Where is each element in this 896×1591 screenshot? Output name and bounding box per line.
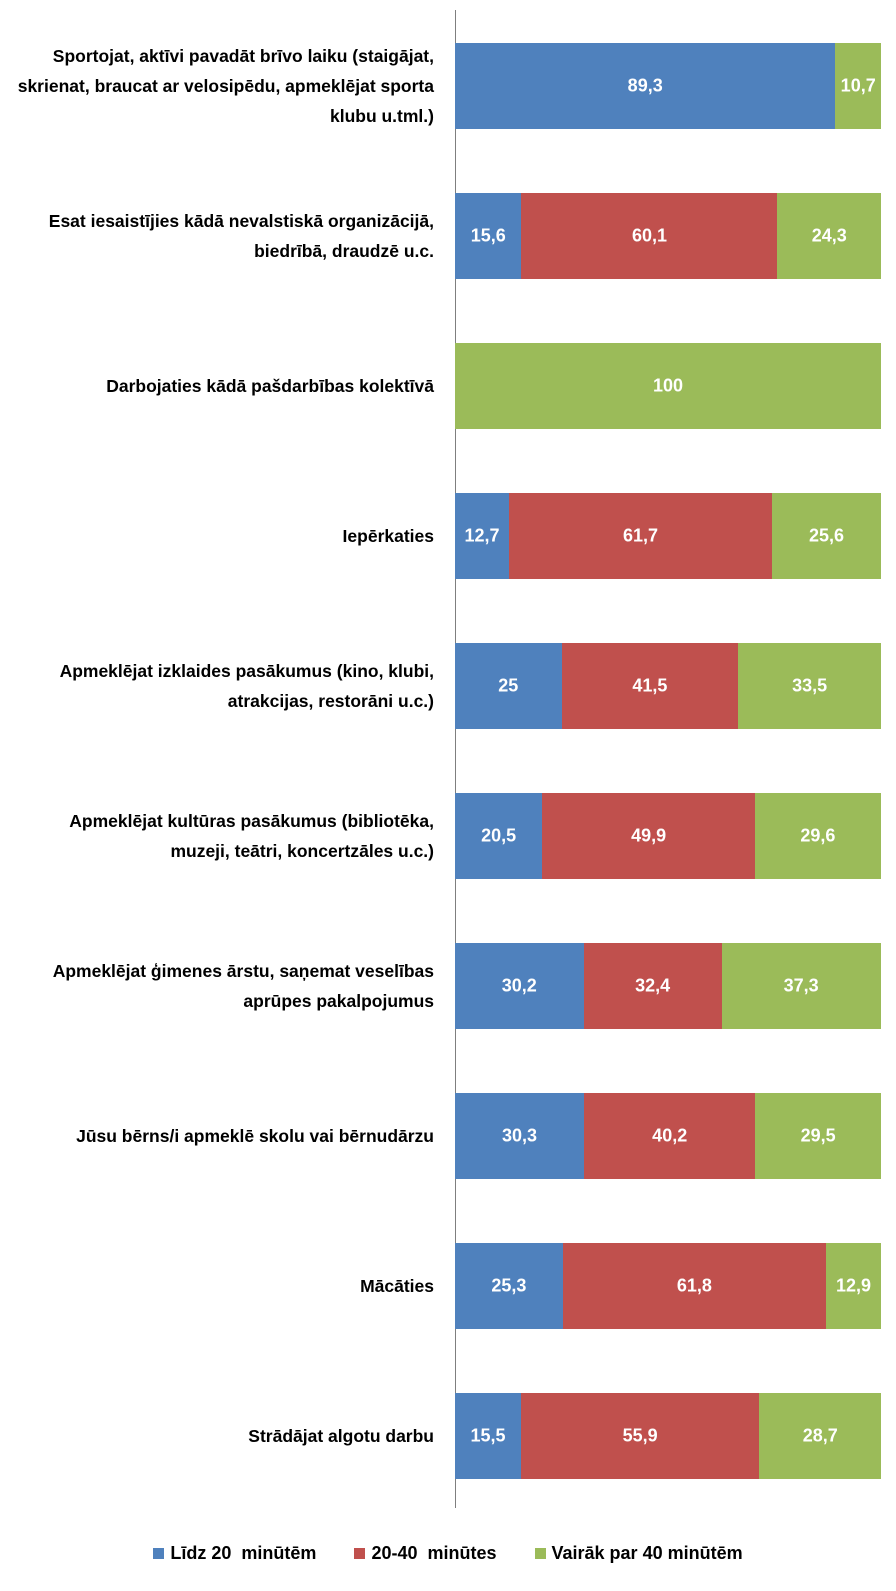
category-label: Jūsu bērns/i apmeklē skolu vai bērnudārz…: [76, 1126, 434, 1146]
value-label: 30,3: [502, 1125, 538, 1146]
legend-swatch: [534, 1548, 546, 1559]
bar-segment: [455, 193, 522, 279]
category-label: Mācāties: [360, 1276, 434, 1296]
value-label: 41,5: [632, 675, 668, 696]
category-label: Esat iesaistījies kādā nevalstiskā organ…: [48, 211, 434, 261]
value-label: 61,7: [622, 525, 659, 546]
bar-segment: [562, 1243, 827, 1329]
legend-label: Vairāk par 40 minūtēm: [551, 1543, 743, 1563]
legend-label: 20-40 minūtes: [371, 1543, 497, 1563]
value-label: 89,3: [627, 75, 663, 96]
bar-segment: [521, 1393, 760, 1479]
bar-segment: [455, 343, 881, 429]
category-label: Apmeklējat izklaides pasākumus (kino, kl…: [59, 661, 434, 711]
legend-label: Līdz 20 minūtēm: [170, 1543, 317, 1563]
value-label: 15,6: [470, 225, 506, 246]
legend-item: Vairāk par 40 minūtēm: [534, 1543, 743, 1564]
bar-segment: [542, 793, 755, 879]
bar-segment: [455, 793, 543, 879]
value-label: 30,2: [501, 975, 537, 996]
value-label: 12,7: [464, 525, 500, 546]
legend-item: Līdz 20 minūtēm: [153, 1543, 316, 1564]
bar-segment: [455, 1093, 585, 1179]
legend: Līdz 20 minūtēm 20-40 minūtes Vairāk par 4…: [0, 1543, 896, 1564]
bar-segment: [561, 643, 739, 729]
bar-segment: [455, 43, 836, 129]
bar-segment: [583, 943, 722, 1029]
bar-segment: [835, 43, 881, 129]
value-label: 24,3: [811, 225, 847, 246]
bar-segment: [777, 193, 881, 279]
bar-segment: [754, 793, 881, 879]
value-label: 40,2: [652, 1125, 688, 1146]
bar-segment: [584, 1093, 756, 1179]
value-label: 37,3: [783, 975, 819, 996]
value-label: 32,4: [635, 975, 671, 996]
category-label: Apmeklējat kultūras pasākumus (bibliotēk…: [69, 811, 434, 861]
value-label: 29,5: [800, 1125, 836, 1146]
bar-segment: [521, 193, 778, 279]
bar-segment: [455, 493, 510, 579]
bar-segment: [455, 1243, 563, 1329]
category-label: Apmeklējat ģimenes ārstu, saņemat veselī…: [52, 961, 434, 1011]
value-label: 20,5: [481, 825, 517, 846]
bar-segment: [755, 1093, 881, 1179]
bar-segment: [826, 1243, 881, 1329]
value-label: 25: [498, 675, 519, 696]
axis-line: [455, 10, 456, 1508]
bar-segment: [509, 493, 772, 579]
bar-segment: [771, 493, 881, 579]
bar-segment: [455, 1393, 522, 1479]
category-label: Strādājat algotu darbu: [248, 1426, 434, 1446]
category-label: Sportojat, aktīvi pavadāt brīvo laiku (s…: [17, 46, 434, 126]
value-label: 100: [652, 375, 684, 396]
value-label: 61,8: [676, 1275, 712, 1296]
category-label: Iepērkaties: [342, 526, 434, 546]
value-label: 29,6: [800, 825, 836, 846]
value-label: 15,5: [470, 1425, 506, 1446]
legend-swatch: [354, 1548, 366, 1559]
bar-segment: [455, 643, 562, 729]
value-label: 28,7: [802, 1425, 838, 1446]
bar-segment: [721, 943, 881, 1029]
category-label: Darbojaties kādā pašdarbības kolektīvā: [106, 376, 434, 396]
value-label: 10,7: [840, 75, 876, 96]
value-label: 25,6: [808, 525, 844, 546]
bar-segment: [759, 1393, 882, 1479]
value-label: 33,5: [792, 675, 828, 696]
legend-swatch: [153, 1548, 165, 1559]
legend-item: 20-40 minūtes: [354, 1543, 497, 1564]
value-label: 25,3: [491, 1275, 527, 1296]
value-label: 49,9: [631, 825, 667, 846]
value-label: 12,9: [835, 1275, 872, 1296]
value-label: 60,1: [631, 225, 667, 246]
bar-segment: [455, 943, 584, 1029]
value-label: 55,9: [622, 1425, 658, 1446]
bar-segment: [738, 643, 881, 729]
